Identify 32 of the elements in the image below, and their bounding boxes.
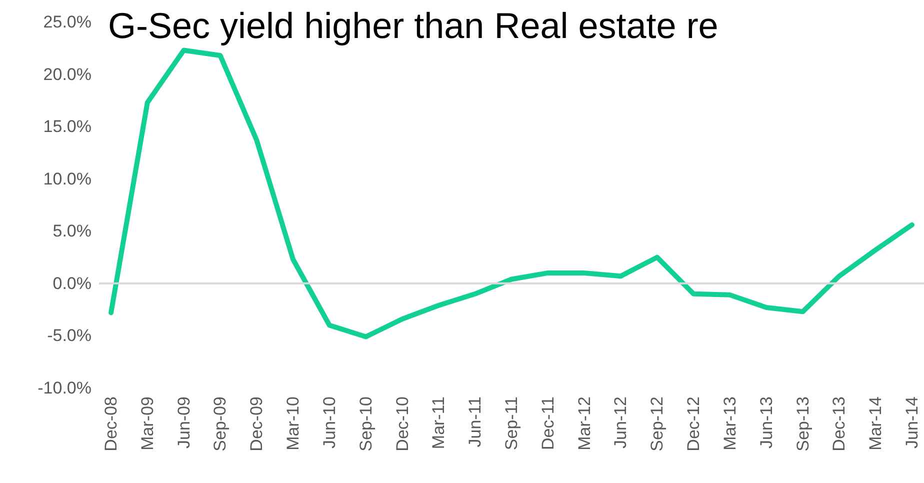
x-tick-label: Jun-11 [466,396,485,448]
x-tick-label: Dec-13 [830,396,849,452]
x-tick-label: Jun-09 [174,396,194,448]
x-tick-label: Sep-12 [648,396,667,452]
y-tick-label: 20.0% [43,64,92,84]
x-tick-label: Sep-13 [793,396,812,452]
x-tick-label: Sep-10 [356,396,376,452]
x-tick-label: Mar-12 [574,396,594,450]
x-tick-label: Dec-12 [684,396,704,452]
y-tick-label: 0.0% [52,274,92,293]
y-tick-label: -10.0% [38,378,92,398]
x-tick-label: Mar-13 [720,396,740,450]
x-tick-label: Jun-12 [611,396,630,448]
x-tick-label: Dec-08 [102,396,121,452]
x-tick-label: Mar-14 [866,396,886,450]
x-tick-label: Jun-10 [320,396,339,448]
y-tick-label: 15.0% [43,117,92,136]
y-tick-label: 25.0% [43,12,92,32]
x-tick-label: Sep-11 [502,396,521,450]
x-tick-label: Mar-11 [429,396,448,450]
y-tick-label: 5.0% [52,222,92,241]
y-tick-label: -5.0% [47,326,92,346]
x-tick-label: Dec-11 [538,396,558,450]
x-tick-label: Dec-10 [392,396,412,452]
x-tick-label: Dec-09 [247,396,266,452]
x-tick-label: Sep-09 [210,396,230,452]
x-tick-label: Jun-14 [902,396,922,448]
x-tick-label: Mar-09 [138,396,157,450]
chart-title: G-Sec yield higher than Real estate re [108,5,718,46]
y-tick-label: 10.0% [43,169,92,188]
x-tick-label: Jun-13 [756,396,776,448]
x-tick-label: Mar-10 [284,396,303,450]
